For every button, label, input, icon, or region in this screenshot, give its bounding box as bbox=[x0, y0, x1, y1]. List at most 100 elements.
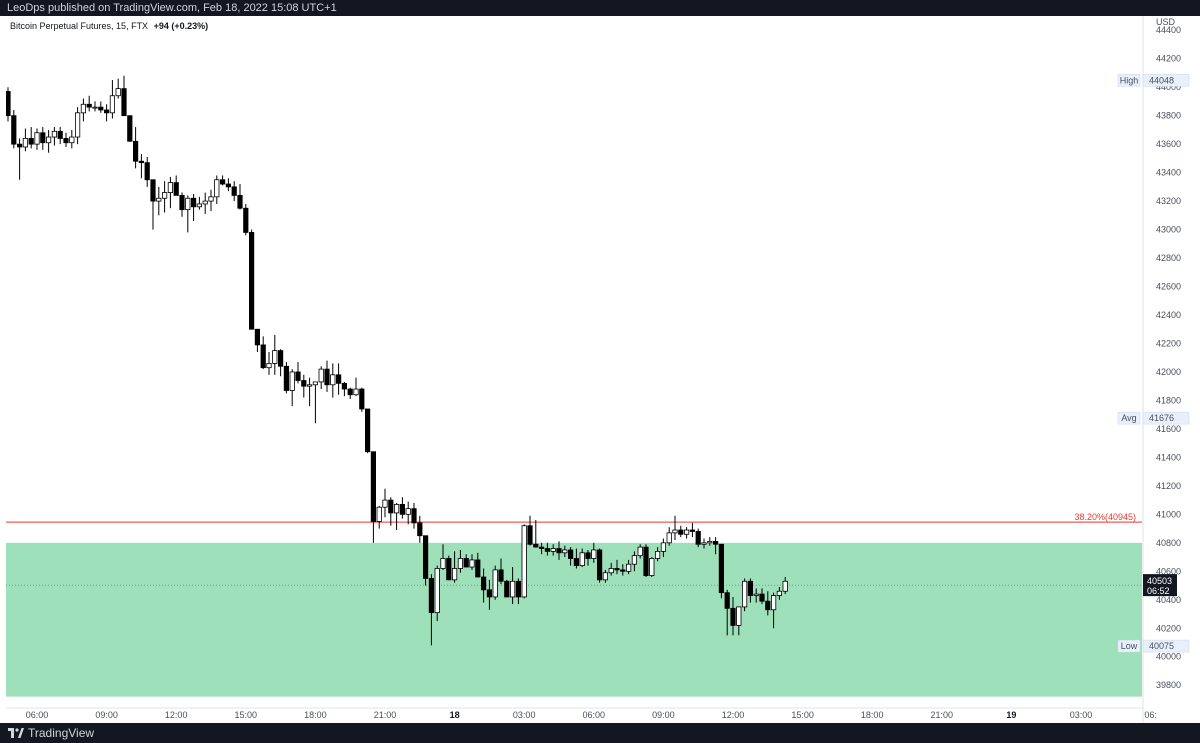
candle-body bbox=[492, 569, 498, 598]
candle-body bbox=[707, 541, 713, 544]
y-tick-label: 43800 bbox=[1156, 111, 1181, 121]
candle bbox=[753, 588, 759, 603]
candle bbox=[208, 189, 214, 212]
candle bbox=[364, 408, 371, 454]
candle-body bbox=[51, 130, 58, 138]
candle-body bbox=[573, 558, 580, 567]
brand-label: TradingView bbox=[28, 726, 95, 740]
y-tick-label: 42800 bbox=[1156, 253, 1181, 263]
candle bbox=[660, 538, 667, 558]
support-zone bbox=[6, 542, 1142, 697]
candle bbox=[104, 104, 110, 122]
candle-body bbox=[86, 103, 92, 108]
candle bbox=[405, 501, 411, 525]
candle bbox=[359, 387, 365, 412]
candlestick-chart[interactable]: 38.20%(40945) USD 39800 40000 40200 40400 4060… bbox=[6, 16, 1194, 723]
candle-body bbox=[515, 580, 522, 598]
candle bbox=[330, 363, 336, 398]
marker-value-box bbox=[1142, 411, 1190, 425]
candle-body bbox=[173, 182, 179, 196]
candle-body bbox=[104, 109, 110, 114]
candle bbox=[353, 377, 359, 397]
candle-body bbox=[533, 543, 539, 548]
candle bbox=[306, 377, 313, 407]
marker-value: 44048 bbox=[1149, 75, 1174, 85]
chart-area[interactable]: 38.20%(40945) USD 39800 40000 40200 40400 4060… bbox=[6, 16, 1194, 723]
candle-body bbox=[451, 568, 458, 581]
candle bbox=[231, 181, 237, 202]
candle-body bbox=[736, 606, 742, 626]
candle-body bbox=[602, 572, 609, 581]
publisher-line: LeoDps published on TradingView.com, Feb… bbox=[7, 2, 337, 14]
candle bbox=[504, 579, 510, 598]
x-tick-label: 06:00 bbox=[26, 710, 49, 720]
y-tick-label: 40400 bbox=[1156, 595, 1181, 605]
candle-body bbox=[765, 600, 771, 611]
candle bbox=[283, 362, 290, 394]
candle bbox=[399, 497, 406, 519]
candle bbox=[127, 115, 133, 142]
candle-body bbox=[399, 503, 406, 515]
candle bbox=[759, 588, 765, 605]
candle-body bbox=[115, 88, 121, 97]
candle bbox=[254, 328, 260, 353]
tradingview-logo[interactable]: TradingView bbox=[8, 726, 94, 740]
candle-body bbox=[678, 529, 684, 535]
candle bbox=[28, 127, 34, 149]
candle bbox=[451, 551, 458, 583]
x-tick-label: 15:00 bbox=[235, 710, 258, 720]
candle-body bbox=[620, 569, 626, 572]
candle-body bbox=[742, 580, 748, 608]
fib-level-label: 38.20%(40945) bbox=[1074, 512, 1136, 522]
candle-body bbox=[718, 543, 725, 594]
candle bbox=[173, 175, 179, 196]
marker-value-box bbox=[1142, 639, 1190, 653]
candle-body bbox=[225, 183, 231, 188]
candle bbox=[219, 175, 226, 186]
candle bbox=[707, 537, 713, 546]
candle bbox=[446, 555, 452, 581]
candle-body bbox=[643, 546, 649, 576]
candle bbox=[626, 559, 632, 575]
candle-body bbox=[40, 132, 46, 144]
candle bbox=[289, 369, 295, 407]
candle-body bbox=[237, 195, 243, 209]
candle bbox=[40, 127, 46, 150]
candle bbox=[167, 176, 173, 209]
candle bbox=[718, 543, 725, 599]
candle bbox=[75, 107, 81, 145]
candle-body bbox=[127, 115, 133, 142]
candle bbox=[161, 181, 168, 213]
y-tick-label: 42400 bbox=[1156, 310, 1181, 320]
candle bbox=[428, 574, 435, 646]
candle-body bbox=[713, 541, 719, 545]
candle bbox=[776, 586, 783, 600]
candle-body bbox=[283, 365, 290, 391]
candle-body bbox=[759, 593, 765, 602]
y-tick-label: 42200 bbox=[1156, 338, 1181, 348]
y-tick-label: 43600 bbox=[1156, 139, 1181, 149]
candle bbox=[156, 186, 162, 216]
candle-body bbox=[335, 374, 342, 384]
candle bbox=[637, 544, 643, 559]
candle-body bbox=[167, 182, 173, 193]
candle bbox=[597, 548, 603, 583]
candle-body bbox=[330, 374, 336, 386]
change-label: +94 (+0.23%) bbox=[153, 21, 209, 31]
candle bbox=[701, 538, 707, 549]
candle bbox=[678, 525, 684, 538]
candle-body bbox=[69, 136, 75, 144]
candle bbox=[695, 528, 701, 548]
candle-body bbox=[782, 580, 788, 592]
candle-body bbox=[272, 350, 278, 364]
candle bbox=[341, 381, 348, 397]
candle bbox=[550, 544, 556, 556]
candle-body bbox=[672, 529, 678, 534]
candle bbox=[544, 542, 551, 556]
y-tick-label: 39800 bbox=[1156, 680, 1181, 690]
y-tick-label: 40200 bbox=[1156, 623, 1181, 633]
candle bbox=[521, 524, 527, 599]
candle bbox=[492, 565, 498, 600]
candle-body bbox=[289, 371, 295, 391]
candle bbox=[185, 195, 191, 233]
